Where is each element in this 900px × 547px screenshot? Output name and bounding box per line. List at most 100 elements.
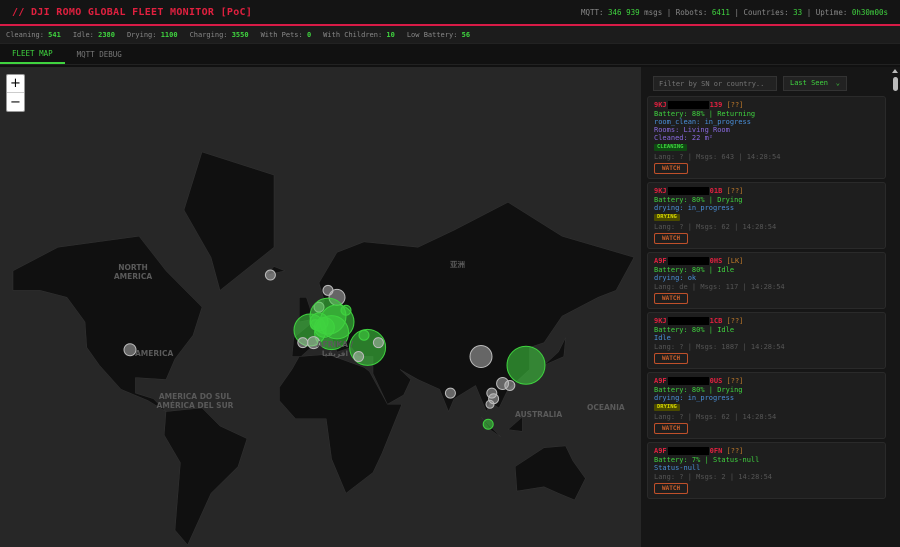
filter-input[interactable] (653, 76, 777, 91)
robot-card[interactable]: 9KJ 139 [??] Battery: 88% | Returning roo… (647, 96, 886, 179)
fleet-map[interactable]: + − NORTH AMERICA AMERICA AMERICA DO SUL… (0, 67, 641, 547)
map-label-oceania: OCEANIA (587, 403, 625, 412)
stat-value: 1100 (160, 30, 178, 39)
zoom-in-button[interactable]: + (7, 75, 24, 93)
country-code: [LK] (726, 257, 744, 265)
robot-card[interactable]: 9KJ 01B [??] Battery: 80% | Drying drying… (647, 182, 886, 249)
stat-item: Cleaning: 541 (6, 31, 61, 39)
active-robot-marker[interactable] (340, 304, 352, 316)
landmass (543, 337, 566, 366)
map-label-australia: AUSTRALIA (515, 410, 563, 419)
active-robot-marker[interactable] (309, 319, 321, 331)
sort-value: Last Seen (790, 79, 828, 87)
redacted-block (667, 101, 709, 109)
robot-card[interactable]: A9F 0HS [LK] Battery: 80% | Idle drying: … (647, 252, 886, 309)
serial-prefix: 9KJ (654, 187, 667, 195)
world-map[interactable] (0, 67, 641, 547)
landmass (183, 151, 275, 291)
robot-meta: Lang: ? | Msgs: 62 | 14:28:54 (654, 413, 777, 421)
stat-value: 541 (48, 30, 61, 39)
watch-button[interactable]: WATCH (654, 353, 689, 364)
redacted-block (667, 257, 709, 265)
stat-value: 0 (306, 30, 312, 39)
landmass (279, 354, 403, 494)
state-badge: CLEANING (654, 144, 687, 151)
redacted-block (667, 377, 709, 385)
landmass (163, 407, 248, 546)
idle-robot-marker[interactable] (372, 337, 384, 349)
stat-label: Drying: (126, 30, 157, 39)
app-header: // DJI ROMO GLOBAL FLEET MONITOR [PoC] M… (0, 0, 900, 26)
stat-value: 56 (461, 30, 471, 39)
uptime-label: Uptime: (815, 7, 848, 17)
mqtt-value: 346 939 (608, 7, 640, 17)
robot-meta: Lang: de | Msgs: 117 | 14:28:54 (654, 283, 785, 291)
active-robot-marker[interactable] (314, 315, 350, 351)
robot-state: room_clean: in_progress (654, 118, 751, 126)
sort-select[interactable]: Last Seen ⌄ (783, 76, 847, 91)
serial-suffix: 0FN (709, 447, 723, 455)
country-code: [??] (726, 377, 744, 385)
robot-state: Idle (654, 334, 671, 342)
stat-item: Low Battery: 56 (407, 31, 470, 39)
stat-label: Charging: (189, 30, 228, 39)
robot-card[interactable]: A9F 0US [??] Battery: 80% | Drying drying… (647, 372, 886, 439)
idle-robot-marker[interactable] (264, 269, 276, 281)
serial-suffix: 01B (709, 187, 723, 195)
robot-sidebar: Last Seen ⌄ 9KJ 139 [??] Battery: 88% | Re… (641, 67, 900, 547)
map-label-africa: AFRIKA / افريقيا (316, 340, 354, 358)
tab-fleet-map[interactable]: FLEET MAP (0, 44, 65, 64)
rooms: Rooms: Living Room (654, 126, 730, 134)
redacted-block (667, 317, 709, 325)
stat-label: Idle: (72, 30, 94, 39)
map-label-america: AMERICA (135, 349, 174, 358)
scroll-up-arrow[interactable] (892, 69, 898, 73)
uptime-value: 0h30m00s (851, 7, 888, 17)
stat-item: With Children: 10 (323, 31, 395, 39)
tab-mqtt-debug[interactable]: MQTT DEBUG (76, 49, 122, 59)
map-label-asia: 亚洲 (450, 260, 465, 269)
robot-card[interactable]: A9F 0FN [??] Battery: 7% | Status-null St… (647, 442, 886, 499)
idle-robot-marker[interactable] (485, 399, 495, 409)
serial-prefix: A9F (654, 447, 667, 455)
countries-value: 33 (793, 7, 803, 17)
stat-label: With Children: (323, 30, 383, 39)
active-robot-marker[interactable] (482, 418, 494, 430)
watch-button[interactable]: WATCH (654, 233, 689, 244)
stat-label: With Pets: (260, 30, 303, 39)
mqtt-label: MQTT: (580, 7, 604, 17)
robot-state: Status-null (654, 464, 701, 472)
idle-robot-marker[interactable] (504, 379, 516, 391)
watch-button[interactable]: WATCH (654, 423, 689, 434)
idle-robot-marker[interactable] (444, 387, 456, 399)
robots-value: 6411 (711, 7, 730, 17)
robot-meta: Lang: ? | Msgs: 643 | 14:28:54 (654, 153, 781, 161)
stat-item: Charging: 3550 (190, 31, 249, 39)
watch-button[interactable]: WATCH (654, 293, 689, 304)
serial-suffix: 0HS (709, 257, 723, 265)
battery-status: Battery: 80% | Drying (654, 386, 743, 394)
battery-status: Battery: 80% | Idle (654, 326, 735, 334)
idle-robot-marker[interactable] (123, 343, 137, 357)
robot-card[interactable]: 9KJ 1CB [??] Battery: 80% | Idle Idle Lang… (647, 312, 886, 369)
idle-robot-marker[interactable] (486, 387, 498, 399)
watch-button[interactable]: WATCH (654, 483, 689, 494)
state-badge: DRYING (654, 404, 680, 411)
scrollbar-thumb[interactable] (893, 77, 898, 91)
idle-robot-marker[interactable] (307, 336, 321, 350)
stat-label: Low Battery: (406, 30, 458, 39)
idle-robot-marker[interactable] (297, 337, 309, 349)
map-label-north-america: NORTH AMERICA (113, 263, 153, 281)
country-code: [??] (726, 447, 744, 455)
watch-button[interactable]: WATCH (654, 163, 689, 174)
zoom-control: + − (6, 74, 25, 112)
app-title: // DJI ROMO GLOBAL FLEET MONITOR [PoC] (12, 6, 253, 18)
landmass (12, 235, 203, 412)
active-robot-marker[interactable] (506, 345, 546, 385)
robot-state: drying: ok (654, 274, 697, 282)
idle-robot-marker[interactable] (353, 351, 365, 363)
stat-value: 2380 (98, 30, 115, 39)
country-code: [??] (726, 187, 744, 195)
zoom-out-button[interactable]: − (10, 94, 21, 110)
idle-robot-marker[interactable] (469, 345, 493, 369)
